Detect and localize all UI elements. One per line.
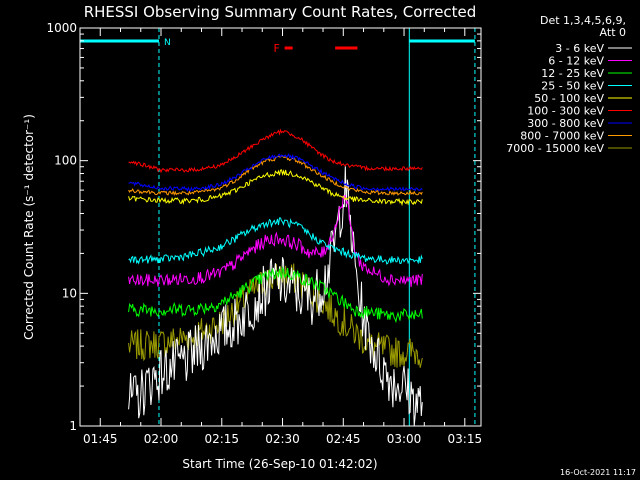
chart-title: RHESSI Observing Summary Count Rates, Co… <box>84 3 477 21</box>
timestamp-label: 16-Oct-2021 11:17 <box>560 468 636 477</box>
series-line <box>128 169 423 207</box>
flare-label: F <box>274 42 280 55</box>
series-line <box>128 266 423 324</box>
legend-label: 100 - 300 keV <box>527 105 604 118</box>
x-tick-label: 01:45 <box>83 432 118 446</box>
x-tick-label: 03:00 <box>387 432 422 446</box>
series-line <box>128 128 423 174</box>
plot-frame <box>79 27 482 427</box>
x-tick-label: 02:30 <box>265 432 300 446</box>
y-tick-label: 100 <box>54 154 77 168</box>
legend-label: 300 - 800 keV <box>527 117 604 130</box>
x-tick-label: 02:15 <box>204 432 239 446</box>
x-tick-label: 02:45 <box>326 432 361 446</box>
legend-label: 12 - 25 keV <box>541 67 604 80</box>
legend-label: 3 - 6 keV <box>555 42 604 55</box>
legend-label: 6 - 12 keV <box>548 55 604 68</box>
legend-header: Att 0 <box>600 26 626 39</box>
legend-label: 50 - 100 keV <box>534 92 604 105</box>
axes: 01:45 02:00 02:15 02:30 02:45 03:00 03:15 1000 1… <box>46 21 482 446</box>
y-axis-label: Corrected Count Rate (s⁻¹ detector⁻¹) <box>22 114 36 340</box>
series-line <box>128 217 423 265</box>
y-tick-label: 10 <box>62 286 77 300</box>
x-tick-label: 02:00 <box>144 432 179 446</box>
legend-header: Det 1,3,4,5,6,9, <box>540 14 626 27</box>
series-line <box>128 153 423 193</box>
y-tick-label: 1000 <box>46 21 77 35</box>
legend-label: 7000 - 15000 keV <box>506 142 604 155</box>
series-line <box>128 166 423 427</box>
series-line <box>128 194 423 288</box>
legend-label: 25 - 50 keV <box>541 80 604 93</box>
night-label: N <box>164 38 171 48</box>
x-axis-label: Start Time (26-Sep-10 01:42:02) <box>182 457 377 471</box>
legend-label: 800 - 7000 keV <box>520 130 604 143</box>
x-tick-label: 03:15 <box>448 432 483 446</box>
y-tick-label: 1 <box>69 419 77 433</box>
